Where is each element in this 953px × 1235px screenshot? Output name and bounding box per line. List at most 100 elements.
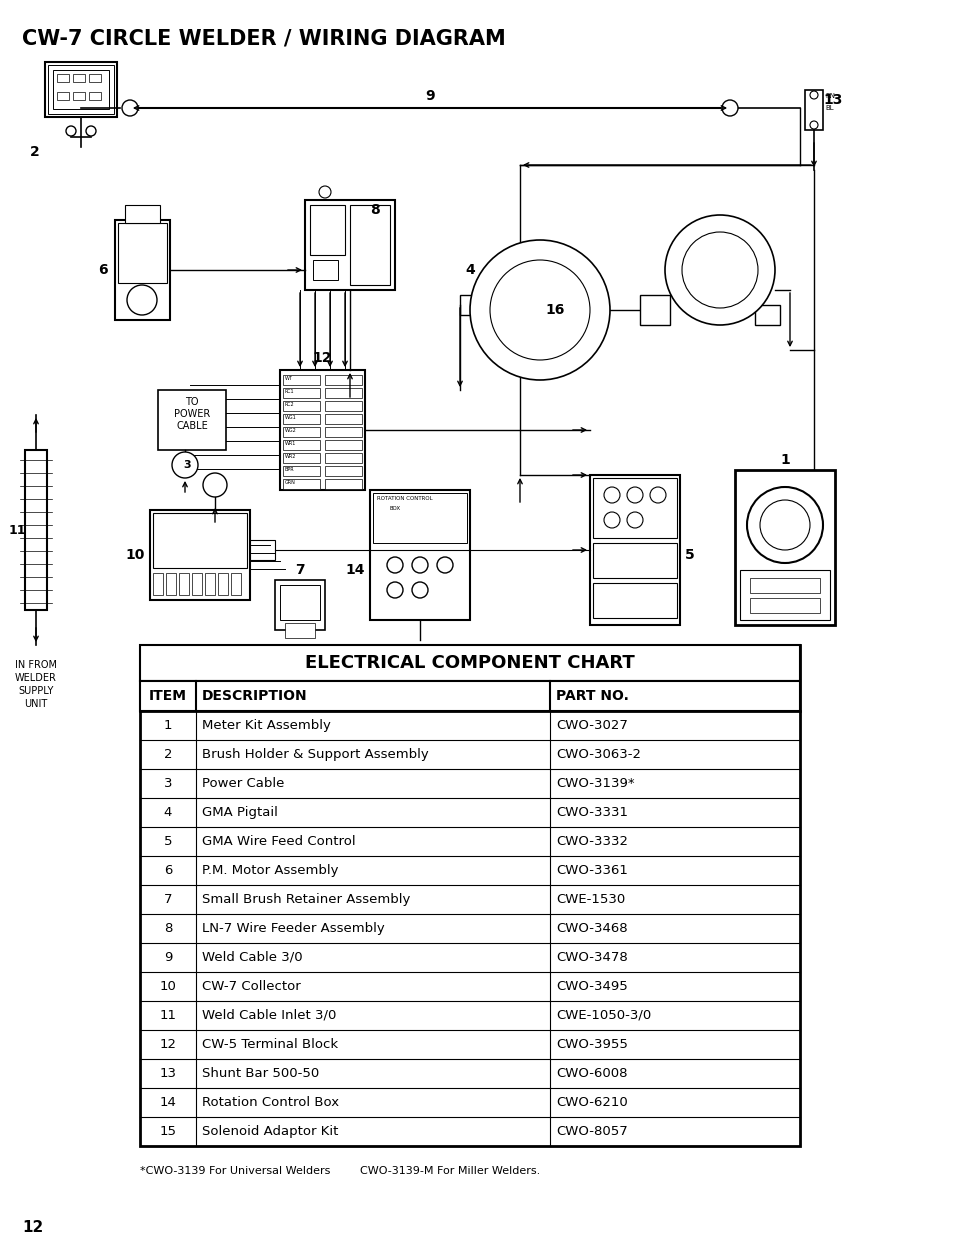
Bar <box>373 493 467 543</box>
Bar <box>283 440 319 450</box>
Bar <box>280 585 319 620</box>
Text: GMA Pigtail: GMA Pigtail <box>202 806 277 819</box>
Text: 7: 7 <box>294 563 305 577</box>
Text: 14: 14 <box>159 1095 176 1109</box>
Bar <box>325 479 361 489</box>
Text: 2: 2 <box>164 748 172 761</box>
Text: Weld Cable Inlet 3/0: Weld Cable Inlet 3/0 <box>202 1009 336 1023</box>
Bar <box>48 65 113 114</box>
Bar <box>325 375 361 385</box>
Bar <box>140 680 800 711</box>
Bar <box>283 401 319 411</box>
Circle shape <box>721 100 738 116</box>
Bar <box>325 440 361 450</box>
Text: SUPPLY: SUPPLY <box>18 685 53 697</box>
Text: RC1: RC1 <box>285 389 294 394</box>
Text: CWO-8057: CWO-8057 <box>556 1125 627 1137</box>
Text: 1: 1 <box>164 719 172 732</box>
Bar <box>593 583 677 618</box>
Circle shape <box>387 582 402 598</box>
Text: 3: 3 <box>183 459 191 471</box>
Text: GRN: GRN <box>285 480 295 485</box>
Text: Small Brush Retainer Assembly: Small Brush Retainer Assembly <box>202 893 410 906</box>
Text: 12: 12 <box>22 1220 43 1235</box>
Bar <box>53 70 109 109</box>
Text: UNIT: UNIT <box>25 699 48 709</box>
Text: 12: 12 <box>312 351 332 366</box>
Bar <box>749 598 820 613</box>
Text: 16: 16 <box>545 303 564 317</box>
Text: 6: 6 <box>164 864 172 877</box>
Text: 8: 8 <box>164 923 172 935</box>
Text: Solenoid Adaptor Kit: Solenoid Adaptor Kit <box>202 1125 338 1137</box>
Bar <box>73 91 85 100</box>
Bar <box>283 453 319 463</box>
Text: CWO-3331: CWO-3331 <box>556 806 627 819</box>
Text: RN: RN <box>824 93 834 99</box>
Text: CWO-3063-2: CWO-3063-2 <box>556 748 640 761</box>
Bar <box>140 645 800 1146</box>
Text: CWO-3468: CWO-3468 <box>556 923 627 935</box>
Text: DESCRIPTION: DESCRIPTION <box>202 689 307 703</box>
Bar <box>754 305 780 325</box>
Bar <box>205 573 214 595</box>
Text: IN FROM: IN FROM <box>15 659 57 671</box>
Circle shape <box>760 500 809 550</box>
Text: 5: 5 <box>684 548 694 562</box>
Text: CWO-3495: CWO-3495 <box>556 981 627 993</box>
Circle shape <box>387 557 402 573</box>
Bar <box>459 295 490 315</box>
Text: WG2: WG2 <box>285 429 296 433</box>
Text: 13: 13 <box>159 1067 176 1079</box>
Text: POWER: POWER <box>173 409 210 419</box>
Bar <box>57 91 69 100</box>
Text: 14: 14 <box>345 563 364 577</box>
Text: P.M. Motor Assembly: P.M. Motor Assembly <box>202 864 338 877</box>
Bar <box>285 622 314 638</box>
Text: *CWO-3139 For Universal Welders: *CWO-3139 For Universal Welders <box>140 1166 330 1176</box>
Bar <box>152 513 247 568</box>
Bar <box>325 388 361 398</box>
Text: 5: 5 <box>164 835 172 848</box>
Text: 9: 9 <box>425 89 435 103</box>
Text: 10: 10 <box>159 981 176 993</box>
Bar <box>593 543 677 578</box>
Text: WT: WT <box>285 375 293 382</box>
Text: CWO-3332: CWO-3332 <box>556 835 627 848</box>
Text: CWO-3955: CWO-3955 <box>556 1037 627 1051</box>
Circle shape <box>412 582 428 598</box>
Bar <box>125 205 160 224</box>
Text: WR1: WR1 <box>285 441 296 446</box>
Text: BL: BL <box>824 105 833 111</box>
Text: 1: 1 <box>780 453 789 467</box>
Bar <box>152 573 163 595</box>
Bar <box>804 90 822 130</box>
Text: WELDER: WELDER <box>15 673 57 683</box>
Text: 10: 10 <box>125 548 145 562</box>
Text: RC2: RC2 <box>285 403 294 408</box>
Text: CWO-6008: CWO-6008 <box>556 1067 627 1079</box>
Bar <box>734 471 834 625</box>
Bar <box>25 450 47 610</box>
Bar <box>283 466 319 475</box>
Bar <box>140 645 800 680</box>
Text: CWO-6210: CWO-6210 <box>556 1095 627 1109</box>
Text: ELECTRICAL COMPONENT CHART: ELECTRICAL COMPONENT CHART <box>305 655 634 672</box>
Circle shape <box>172 452 198 478</box>
Bar <box>57 74 69 82</box>
Text: CWO-3478: CWO-3478 <box>556 951 627 965</box>
Text: 4: 4 <box>465 263 475 277</box>
Text: CWO-3139-M For Miller Welders.: CWO-3139-M For Miller Welders. <box>359 1166 539 1176</box>
Bar <box>118 224 167 283</box>
Text: Rotation Control Box: Rotation Control Box <box>202 1095 338 1109</box>
Circle shape <box>412 557 428 573</box>
Bar <box>740 571 829 620</box>
Bar <box>166 573 175 595</box>
Bar <box>593 478 677 538</box>
Text: 15: 15 <box>159 1125 176 1137</box>
Text: Meter Kit Assembly: Meter Kit Assembly <box>202 719 331 732</box>
Bar <box>325 414 361 424</box>
Text: 3: 3 <box>164 777 172 790</box>
Text: 11: 11 <box>159 1009 176 1023</box>
Text: Shunt Bar 500-50: Shunt Bar 500-50 <box>202 1067 319 1079</box>
